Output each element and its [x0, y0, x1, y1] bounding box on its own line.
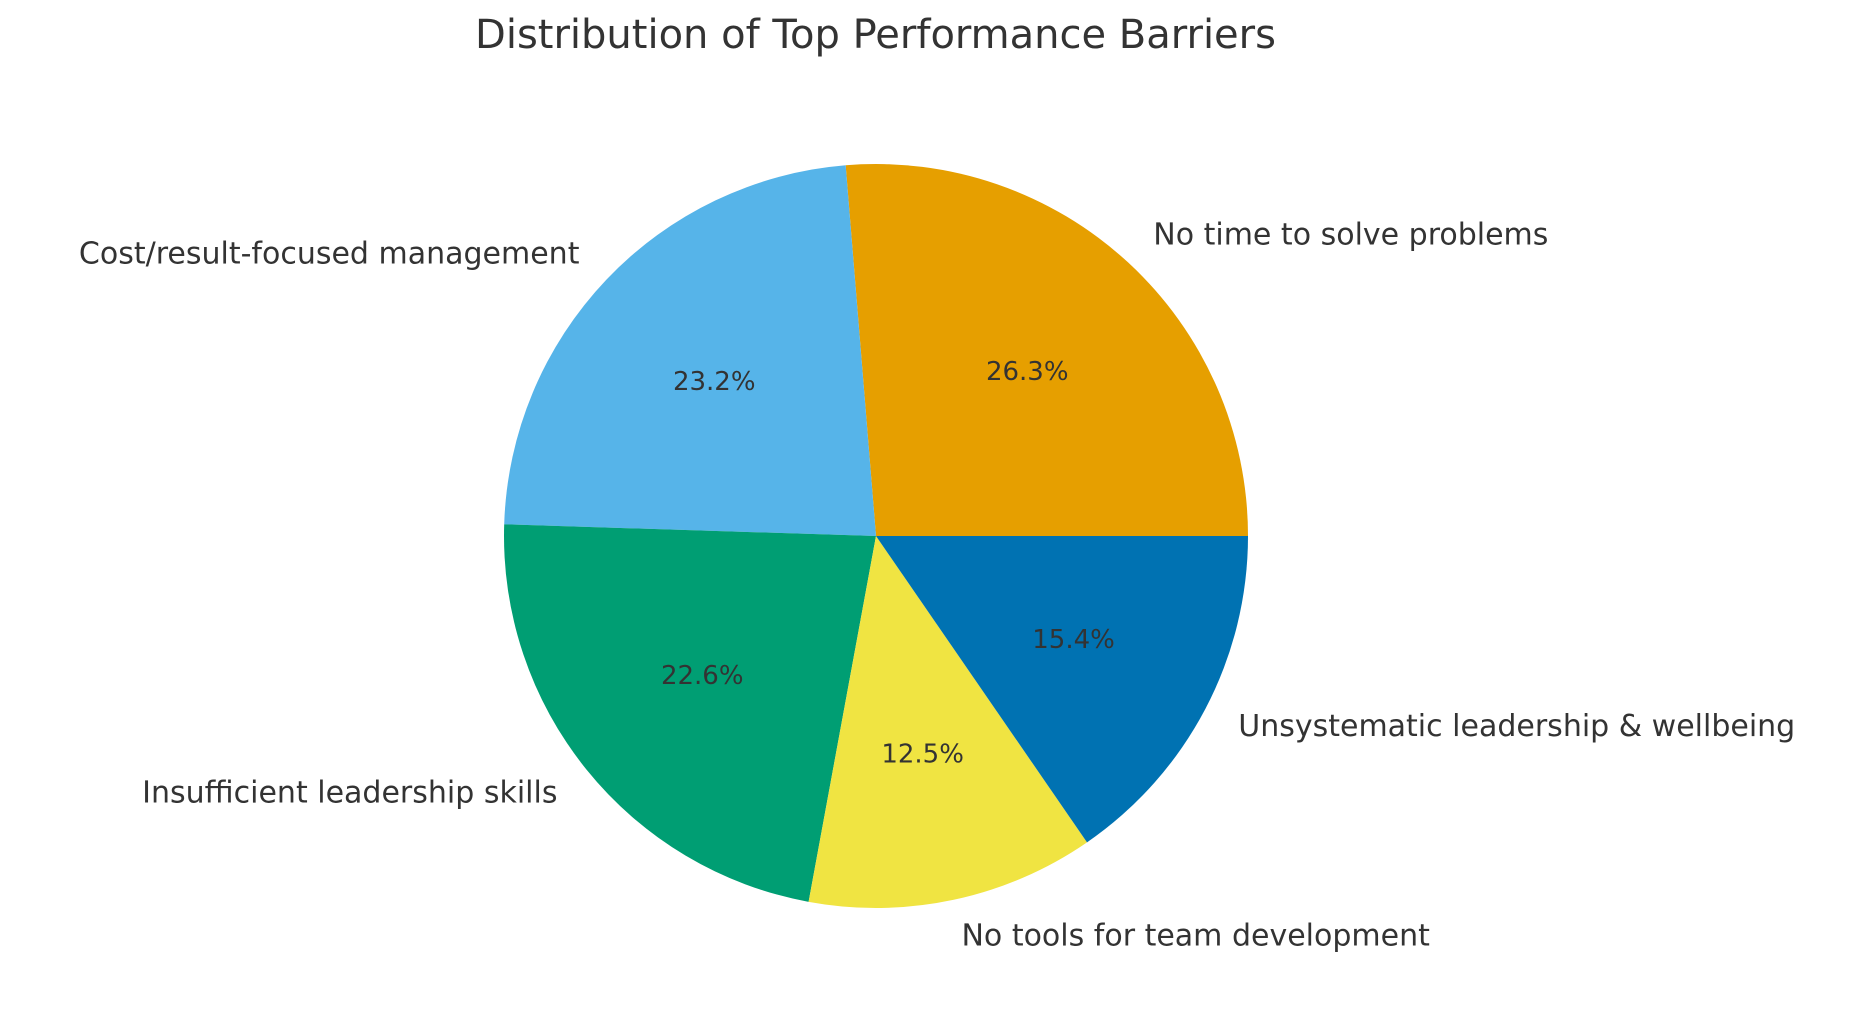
- pie-percent-label: 22.6%: [661, 661, 744, 691]
- pie-category-labels: No time to solve problems Cost/result-foc…: [79, 218, 1795, 954]
- pie-percent-labels: 26.3% 23.2% 22.6% 12.5% 15.4%: [661, 357, 1115, 769]
- pie-slice: [504, 524, 876, 902]
- pie-slice: [845, 164, 1248, 536]
- pie-slices: [504, 164, 1248, 908]
- pie-category-label: Insufficient leadership skills: [142, 775, 557, 810]
- pie-category-label: No tools for team development: [961, 919, 1430, 954]
- pie-slice: [808, 536, 1088, 908]
- pie-slice: [876, 536, 1248, 843]
- pie-category-label: Cost/result-focused management: [79, 237, 580, 272]
- pie-slice: [504, 165, 876, 536]
- chart-title: Distribution of Top Performance Barriers: [475, 12, 1276, 58]
- pie-category-label: Unsystematic leadership & wellbeing: [1238, 709, 1795, 744]
- pie-category-label: No time to solve problems: [1153, 218, 1548, 253]
- pie-percent-label: 12.5%: [881, 739, 964, 769]
- pie-percent-label: 15.4%: [1032, 625, 1115, 655]
- pie-percent-label: 23.2%: [673, 367, 756, 397]
- pie-percent-label: 26.3%: [986, 357, 1069, 387]
